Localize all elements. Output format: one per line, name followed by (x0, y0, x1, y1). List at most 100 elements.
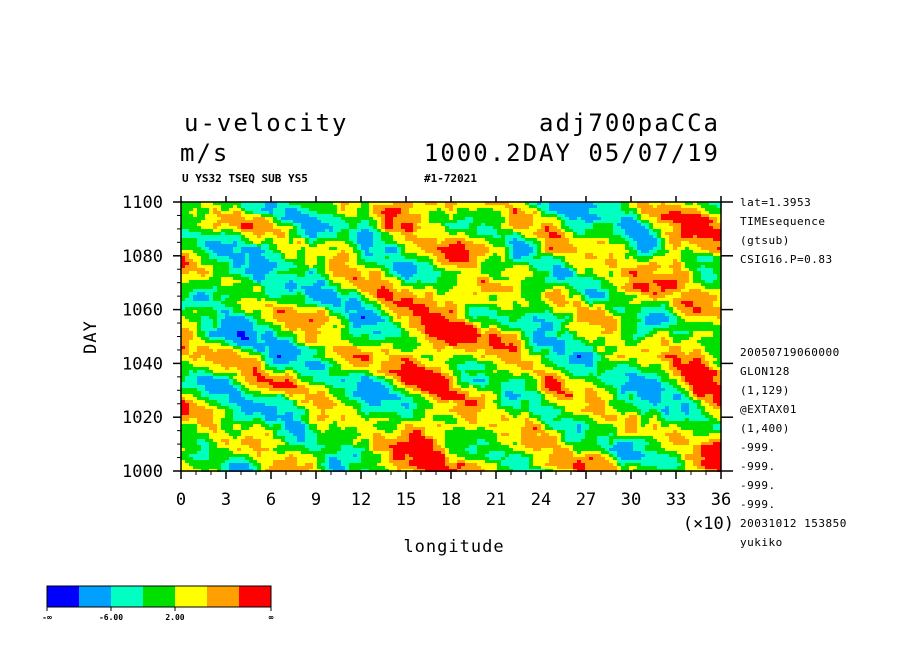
heatmap-cell (537, 268, 553, 271)
heatmap-cell (217, 226, 237, 229)
heatmap-cell (473, 217, 505, 220)
heatmap-cell (381, 454, 389, 457)
heatmap-cell (393, 322, 401, 325)
heatmap-cell (673, 229, 681, 232)
heatmap-cell (501, 385, 525, 388)
heatmap-cell (541, 358, 549, 361)
heatmap-cell (353, 325, 361, 328)
heatmap-cell (701, 400, 705, 403)
heatmap-cell (409, 277, 437, 280)
heatmap-cell (313, 376, 361, 379)
heatmap-cell (413, 361, 421, 364)
heatmap-cell (261, 337, 277, 340)
heatmap-cell (537, 385, 541, 388)
heatmap-cell (265, 346, 269, 349)
heatmap-cell (437, 292, 445, 295)
heatmap-cell (221, 283, 233, 286)
heatmap-cell (333, 385, 357, 388)
heatmap-cell (593, 358, 601, 361)
heatmap-cell (633, 448, 645, 451)
heatmap-cell (641, 418, 649, 421)
heatmap-cell (181, 463, 189, 466)
colorbar-label: -6.00 (99, 613, 123, 622)
heatmap-cell (453, 400, 465, 403)
heatmap-cell (701, 358, 705, 361)
heatmap-cell (713, 220, 717, 223)
heatmap-cell (637, 220, 641, 223)
heatmap-cell (181, 343, 189, 346)
heatmap-cell (217, 427, 221, 430)
heatmap-cell (613, 445, 633, 448)
heatmap-cell (317, 235, 337, 238)
heatmap-cell (309, 400, 313, 403)
heatmap-cell (329, 370, 369, 373)
heatmap-cell (477, 262, 481, 265)
heatmap-cell (345, 427, 357, 430)
heatmap-cell (329, 388, 345, 391)
heatmap-cell (345, 304, 361, 307)
heatmap-cell (669, 424, 677, 427)
heatmap-cell (577, 268, 585, 271)
heatmap-cell (273, 313, 325, 316)
heatmap-cell (457, 241, 461, 244)
heatmap-cell (441, 445, 445, 448)
heatmap-cell (325, 352, 337, 355)
heatmap-cell (657, 379, 661, 382)
heatmap-cell (289, 280, 293, 283)
heatmap-cell (553, 376, 561, 379)
heatmap-cell (181, 286, 213, 289)
heatmap-cell (373, 373, 385, 376)
plot-axes: 0 3 6 9 12 15 18 21 24 27 30 33 36100010201040106010… (122, 193, 733, 510)
heatmap-cell (665, 232, 681, 235)
heatmap-cell (197, 346, 209, 349)
heatmap-cell (693, 202, 697, 205)
heatmap-cell (485, 397, 497, 400)
heatmap-cell (673, 340, 681, 343)
heatmap-cell (337, 403, 345, 406)
heatmap-cell (601, 397, 613, 400)
heatmap-cell (585, 394, 597, 397)
heatmap-cell (349, 340, 417, 343)
heatmap-cell (349, 328, 401, 331)
heatmap-cell (201, 259, 217, 262)
heatmap-cell (241, 388, 249, 391)
heatmap-cell (293, 223, 301, 226)
heatmap-cell (273, 322, 285, 325)
heatmap-cell (385, 274, 393, 277)
heatmap-cell (489, 340, 501, 343)
heatmap-cell (469, 235, 493, 238)
heatmap-cell (373, 352, 385, 355)
heatmap-cell (529, 226, 541, 229)
heatmap-cell (709, 367, 713, 370)
heatmap-cell (209, 247, 233, 250)
heatmap-cell (249, 319, 257, 322)
heatmap-cell (433, 442, 437, 445)
heatmap-cell (249, 337, 257, 340)
heatmap-cell (677, 460, 685, 463)
heatmap-cell (237, 241, 245, 244)
heatmap-cell (405, 277, 409, 280)
heatmap-cell (637, 250, 641, 253)
heatmap-cell (505, 361, 533, 364)
heatmap-cell (497, 328, 501, 331)
heatmap-cell (649, 331, 657, 334)
heatmap-cell (289, 241, 293, 244)
heatmap-cell (257, 358, 261, 361)
heatmap-cell (221, 241, 233, 244)
heatmap-cell (425, 325, 473, 328)
heatmap-cell (605, 262, 617, 265)
heatmap-cell (661, 382, 669, 385)
heatmap-cell (669, 319, 677, 322)
heatmap-cell (265, 202, 277, 205)
heatmap-cell (609, 442, 613, 445)
heatmap-cell (509, 247, 513, 250)
heatmap-cell (261, 310, 273, 313)
heatmap-cell (441, 370, 453, 373)
heatmap-cell (325, 364, 333, 367)
heatmap-cell (325, 457, 329, 460)
heatmap-cell (553, 223, 561, 226)
heatmap-cell (669, 409, 681, 412)
heatmap-cell (413, 412, 425, 415)
heatmap-cell (221, 343, 229, 346)
heatmap-cell (621, 328, 637, 331)
